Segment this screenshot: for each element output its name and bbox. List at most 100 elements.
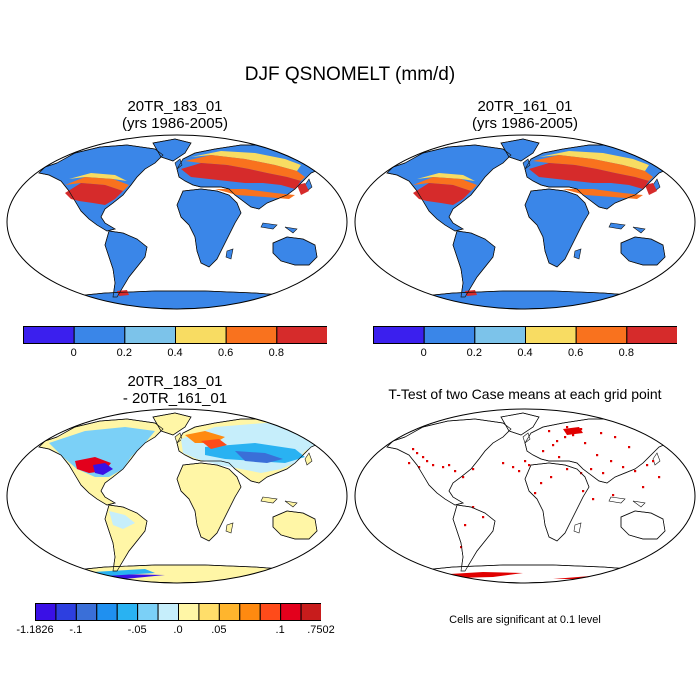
significant-cell — [652, 460, 655, 463]
colorbar-box — [198, 603, 220, 621]
colorbar-tick-label: .0 — [173, 624, 183, 636]
significant-cell — [448, 464, 451, 467]
panel-4-title-line1: T-Test of two Case means at each grid po… — [388, 386, 662, 402]
significant-cell — [412, 448, 415, 451]
colorbar-tick-label: 0.8 — [618, 347, 634, 359]
snowmelt-region — [413, 183, 471, 205]
anomaly-region — [235, 451, 283, 463]
coastline — [176, 462, 242, 542]
significant-cell — [582, 490, 585, 493]
coastline — [176, 188, 242, 268]
significant-cell — [602, 472, 605, 475]
coastline — [272, 510, 318, 540]
significant-cell — [542, 450, 545, 453]
significant-cell — [550, 476, 553, 479]
snowmelt-region — [191, 151, 301, 171]
island — [632, 226, 646, 234]
colorbar-box — [225, 326, 278, 344]
colorbar-tick-label: 0 — [420, 347, 427, 359]
significant-cell — [628, 446, 631, 449]
map-panel-4 — [354, 408, 696, 584]
significant-cell — [566, 468, 569, 471]
colorbar-box — [300, 603, 321, 621]
colorbar-box — [175, 326, 227, 344]
coastline — [272, 236, 318, 266]
colorbar-tick-label: 0 — [70, 347, 77, 359]
colorbar-box — [575, 326, 628, 344]
panel-3-title-line1: 20TR_183_01 — [127, 373, 223, 390]
coastline — [152, 412, 192, 436]
significant-cell — [408, 462, 411, 465]
anomaly-region — [93, 463, 113, 475]
island — [260, 222, 278, 230]
colorbar-box — [218, 603, 241, 621]
significant-cell — [658, 476, 661, 479]
island — [334, 260, 340, 271]
significant-cell — [634, 470, 637, 473]
panel-3-title-line2: - 20TR_161_01 — [122, 390, 228, 407]
coastline — [524, 462, 590, 542]
significant-cell — [540, 482, 543, 485]
island — [334, 534, 340, 545]
colorbar-box — [280, 603, 302, 621]
colorbar-tick-label: .1 — [275, 624, 285, 636]
colorbar-tick-label: 0.2 — [116, 347, 132, 359]
significant-cell — [482, 516, 485, 519]
significant-cell — [422, 456, 425, 459]
island — [284, 500, 298, 508]
colorbar-box — [259, 603, 282, 621]
colorbar-box — [23, 326, 75, 344]
coastline — [524, 188, 590, 268]
colorbar-tick-label: -.05 — [127, 624, 147, 636]
coastline — [500, 138, 540, 162]
panel-2-title: 20TR_161_01 (yrs 1986-2005) — [375, 98, 675, 132]
colorbar-box — [137, 603, 159, 621]
significant-cell — [454, 470, 457, 473]
colorbar-box — [276, 326, 327, 344]
island — [608, 222, 626, 230]
coastline — [452, 504, 496, 572]
colorbar-panel-1 — [23, 326, 327, 344]
map-border — [354, 408, 696, 584]
colorbar-box — [157, 603, 179, 621]
significant-cell — [528, 464, 531, 467]
colorbar-box — [75, 603, 98, 621]
snowmelt-region — [117, 290, 129, 296]
colorbar-tick-label: -.1 — [69, 624, 83, 636]
colorbar-panel-2 — [373, 326, 677, 344]
coastline — [620, 510, 666, 540]
map-border — [6, 134, 348, 310]
panel-4-title: T-Test of two Case means at each grid po… — [355, 386, 695, 403]
significant-cell — [556, 440, 559, 443]
significant-cell — [614, 436, 617, 439]
significant-cell — [600, 432, 603, 435]
snowmelt-region — [465, 290, 477, 296]
significant-cell — [416, 452, 419, 455]
colorbar-panel-3-labels: -1.1826 -.1 -.05 .0 .05 .1 .7502 — [16, 624, 334, 638]
island — [260, 496, 278, 504]
significant-cell — [460, 546, 463, 549]
significant-cell — [426, 460, 429, 463]
colorbar-tick-label: 0.6 — [568, 347, 584, 359]
significant-cell — [472, 468, 475, 471]
island — [174, 158, 183, 170]
significant-cell — [462, 476, 465, 479]
snowmelt-region — [417, 173, 475, 181]
significant-cell — [418, 466, 421, 469]
snowmelt-region — [65, 183, 123, 205]
snowmelt-region — [185, 155, 305, 181]
snowmelt-region — [69, 173, 127, 181]
map-panel-2 — [354, 134, 696, 310]
significant-cell — [442, 466, 445, 469]
coastline — [152, 138, 192, 162]
snowmelt-region — [533, 155, 653, 181]
colorbar-tick-label: 0.2 — [466, 347, 482, 359]
significant-cell — [534, 492, 537, 495]
significant-cell — [572, 434, 575, 437]
colorbar-panel-2-labels: 0 0.2 0.4 0.6 0.8 — [373, 347, 677, 361]
island — [608, 496, 626, 504]
colorbar-box — [423, 326, 476, 344]
colorbar-box — [124, 326, 177, 344]
significant-cell — [590, 468, 593, 471]
colorbar-tick-label: .7502 — [307, 624, 335, 636]
